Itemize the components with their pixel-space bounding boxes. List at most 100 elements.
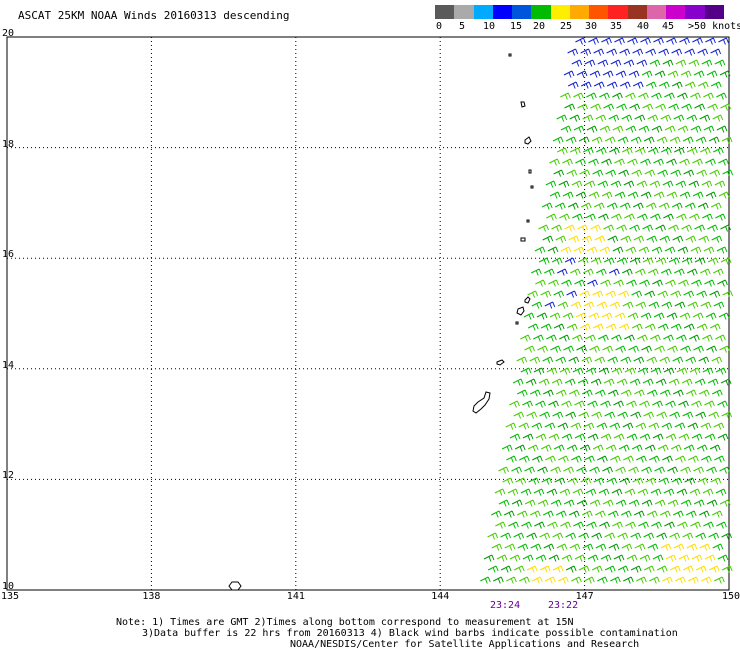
- wind-barb: [519, 576, 530, 584]
- wind-barb: [572, 488, 584, 496]
- wind-barb: [606, 48, 618, 56]
- wind-barb: [586, 125, 598, 133]
- wind-barb: [696, 290, 708, 298]
- wind-barb: [714, 455, 725, 463]
- island-outline: [524, 296, 531, 304]
- wind-barb: [640, 37, 651, 45]
- wind-barb: [547, 246, 559, 254]
- wind-barb: [645, 81, 657, 89]
- wind-barb: [629, 257, 641, 265]
- colorbar-swatch: [435, 5, 455, 19]
- wind-barb: [622, 268, 633, 276]
- wind-barb: [715, 213, 726, 221]
- wind-barb: [688, 455, 699, 463]
- colorbar-swatch: [569, 5, 590, 19]
- wind-barb: [681, 257, 693, 265]
- wind-barb: [588, 312, 600, 320]
- wind-barb: [544, 301, 556, 309]
- wind-barb: [645, 477, 657, 485]
- wind-barb: [695, 565, 707, 573]
- island-outline: [526, 219, 530, 223]
- wind-barb: [553, 444, 565, 452]
- wind-barb: [683, 169, 695, 177]
- wind-barb: [670, 323, 682, 331]
- wind-barb: [576, 345, 587, 353]
- wind-barb: [572, 334, 583, 342]
- wind-barb: [607, 356, 619, 364]
- wind-barb: [598, 367, 610, 375]
- wind-barb: [617, 411, 629, 419]
- wind-barb: [583, 422, 595, 430]
- wind-barb: [571, 180, 583, 188]
- wind-barb: [640, 191, 652, 199]
- wind-barb: [565, 532, 577, 540]
- wind-barb: [672, 510, 684, 518]
- wind-barb: [681, 103, 692, 111]
- wind-barb: [642, 257, 654, 265]
- wind-barb: [584, 180, 596, 188]
- wind-barb: [656, 136, 668, 144]
- wind-barb: [673, 114, 685, 122]
- wind-barb: [619, 81, 631, 89]
- wind-barb: [539, 532, 551, 540]
- wind-barb: [545, 576, 556, 584]
- wind-barb: [620, 510, 632, 518]
- wind-barb: [694, 378, 706, 386]
- wind-barb: [554, 202, 566, 210]
- wind-barb: [625, 521, 636, 529]
- wind-barb: [581, 389, 593, 397]
- wind-barb: [680, 70, 692, 78]
- wind-barb: [494, 488, 506, 496]
- colorbar-swatch: [666, 5, 686, 19]
- colorbar-swatch: [685, 5, 705, 19]
- wind-barb: [713, 268, 724, 276]
- wind-barb: [708, 565, 720, 573]
- wind-barb: [656, 565, 668, 573]
- wind-barb: [714, 59, 726, 67]
- wind-barb: [655, 224, 666, 232]
- wind-barb: [575, 158, 586, 166]
- wind-barb: [511, 466, 522, 474]
- colorbar-label: 40: [637, 21, 650, 32]
- wind-barb: [576, 70, 588, 78]
- wind-barb: [631, 323, 643, 331]
- wind-barb: [717, 400, 728, 408]
- wind-barb: [548, 279, 559, 287]
- wind-barb: [601, 191, 613, 199]
- colorbar-swatch: [454, 5, 474, 19]
- wind-barb: [658, 477, 670, 485]
- wind-barbs: [480, 37, 734, 584]
- wind-barb: [664, 125, 676, 133]
- longitude-label: 141: [286, 591, 305, 602]
- wind-barb: [608, 543, 620, 551]
- wind-barb: [701, 455, 712, 463]
- wind-barb: [718, 191, 730, 199]
- wind-barb: [610, 576, 621, 584]
- wind-barb: [679, 312, 691, 320]
- wind-barb: [609, 147, 620, 155]
- wind-barb: [657, 444, 669, 452]
- wind-barb: [687, 147, 698, 155]
- wind-barb: [607, 235, 619, 243]
- wind-barb: [578, 532, 590, 540]
- wind-barb: [631, 290, 643, 298]
- wind-barb: [559, 213, 570, 221]
- wind-barb: [712, 543, 724, 551]
- wind-barb: [654, 466, 665, 474]
- wind-barb: [619, 477, 631, 485]
- wind-barb: [552, 136, 564, 144]
- islands: [228, 53, 534, 591]
- colorbar-label: 10: [483, 21, 496, 32]
- colorbar-swatch: [646, 5, 667, 19]
- wind-barb: [719, 499, 731, 507]
- wind-barb: [593, 81, 605, 89]
- wind-barb: [689, 334, 700, 342]
- wind-barb: [596, 147, 607, 155]
- wind-barb: [675, 455, 686, 463]
- colorbar-swatch: [627, 5, 647, 19]
- wind-barb: [587, 554, 599, 562]
- wind-barb: [669, 565, 681, 573]
- wind-barb: [604, 136, 616, 144]
- wind-barb: [666, 191, 678, 199]
- wind-barb: [710, 48, 722, 56]
